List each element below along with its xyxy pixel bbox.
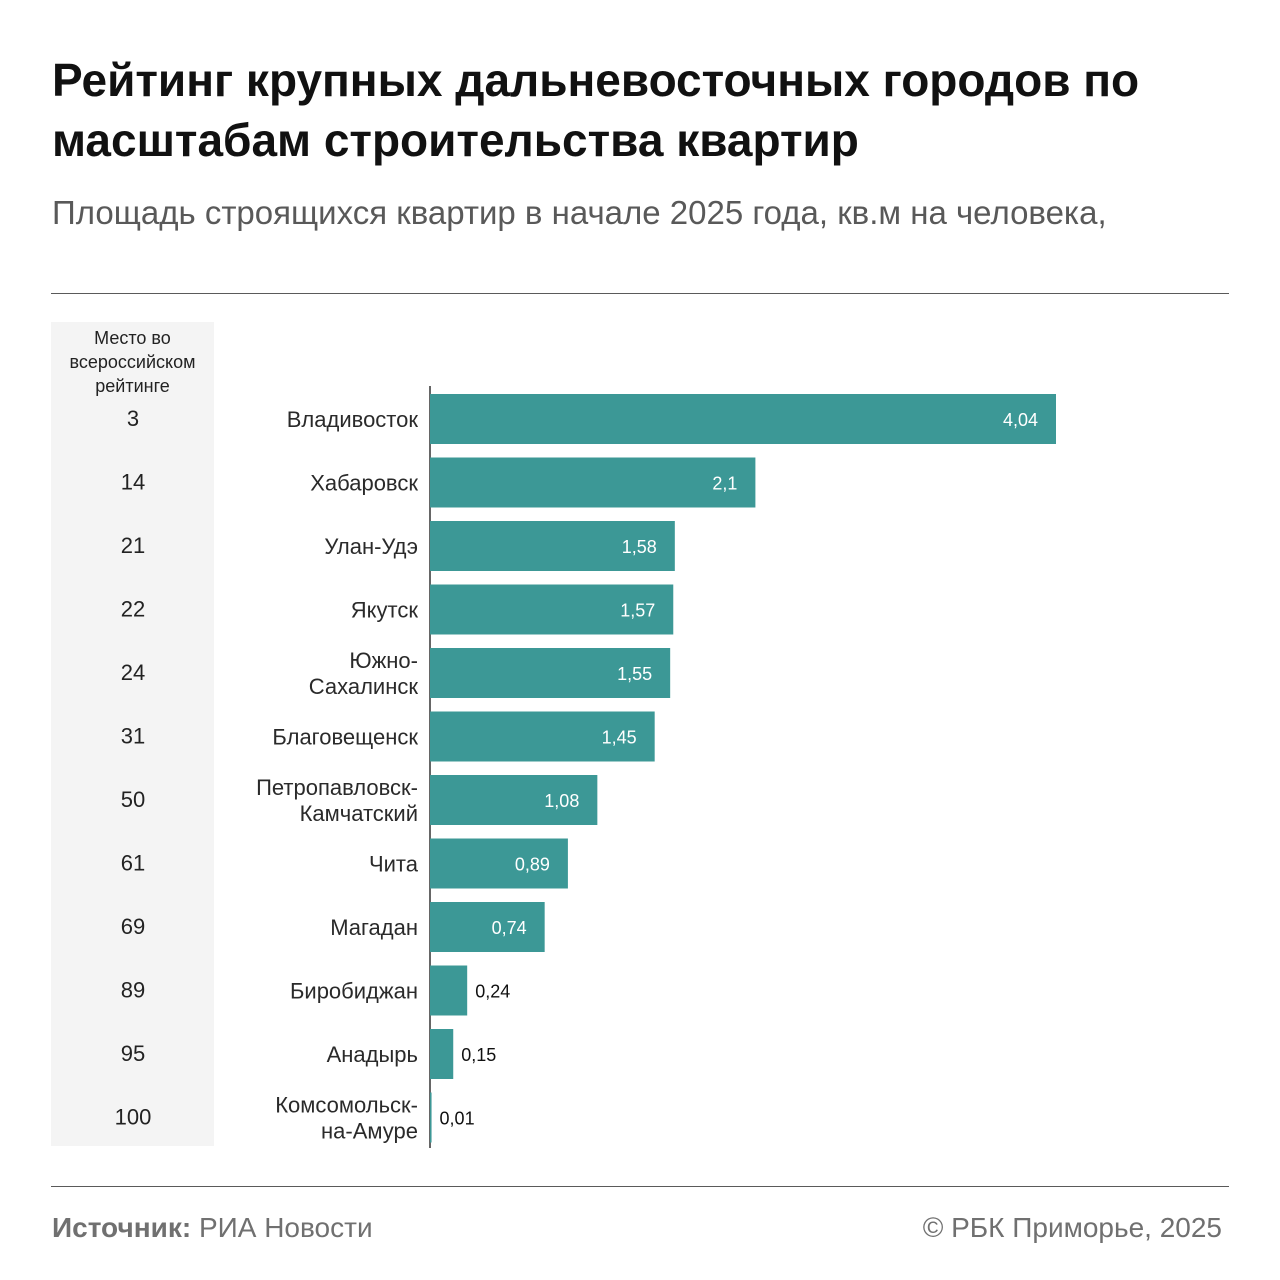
bar-2 [430,457,756,508]
category-label-8: Чита [369,852,419,877]
bar-8 [430,838,568,889]
bar-4 [430,584,674,635]
category-label-3: Улан-Удэ [324,534,418,559]
bar-11 [430,1029,454,1079]
value-label-2: 2,1 [712,474,737,494]
bar-10 [430,965,468,1016]
value-label-9: 0,74 [492,918,527,938]
bottom-divider [51,1186,1229,1187]
rank-7: 50 [121,787,145,812]
bar-1 [430,394,1056,444]
rank-2: 14 [121,470,145,495]
category-label-9: Магадан [330,915,418,940]
bar-7 [430,775,598,825]
chart-subtitle: Площадь строящихся квартир в начале 2025… [52,194,1107,231]
value-label-12: 0,01 [440,1109,475,1129]
rank-6: 31 [121,724,145,749]
top-divider [51,293,1229,294]
category-label-1: Владивосток [287,407,419,432]
bar-12 [430,1092,432,1143]
bar-3 [430,521,675,571]
value-label-6: 1,45 [602,728,637,748]
source-value: РИА Новости [191,1212,373,1243]
category-label-7: Петропавловск-Камчатский [256,775,418,826]
value-label-1: 4,04 [1003,410,1038,430]
value-label-7: 1,08 [544,791,579,811]
rank-11: 95 [121,1041,145,1066]
rank-4: 22 [121,597,145,622]
rank-9: 69 [121,914,145,939]
copyright-note: © РБК Приморье, 2025 [922,1212,1222,1243]
source-label: Источник: [52,1212,192,1243]
chart-title: Рейтинг крупных дальневосточных городов … [52,54,1140,166]
value-label-5: 1,55 [617,664,652,684]
value-label-8: 0,89 [515,855,550,875]
value-label-11: 0,15 [461,1045,496,1065]
bar-6 [430,711,655,762]
category-label-12: Комсомольск-на-Амуре [275,1093,418,1144]
rank-5: 24 [121,660,145,685]
category-label-11: Анадырь [327,1042,418,1067]
rank-10: 89 [121,978,145,1003]
category-label-4: Якутск [351,598,419,623]
category-label-10: Биробиджан [290,979,418,1004]
rank-1: 3 [127,406,139,431]
source-note: Источник: РИА Новости [52,1212,373,1244]
bar-5 [430,648,671,698]
rank-8: 61 [121,851,145,876]
value-label-4: 1,57 [620,601,655,621]
value-label-3: 1,58 [622,537,657,557]
category-label-2: Хабаровск [310,471,418,496]
rank-panel: Место во всероссийском рейтинге [51,322,214,1146]
rank-header: Место во всероссийском рейтинге [69,328,196,396]
rank-3: 21 [121,533,145,558]
category-label-5: Южно-Сахалинск [309,648,419,699]
value-label-10: 0,24 [475,982,510,1002]
rank-12: 100 [115,1105,152,1130]
bar-9 [430,902,545,952]
category-label-6: Благовещенск [272,725,418,750]
